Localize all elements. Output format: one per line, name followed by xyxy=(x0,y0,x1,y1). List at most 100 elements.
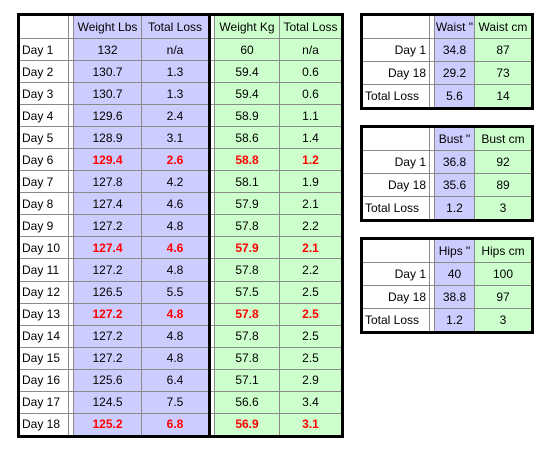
bust-row: Day 1 36.8 92 xyxy=(361,150,533,174)
row-label: Total Loss xyxy=(361,84,430,109)
weight-lbs-value: 127.2 xyxy=(73,346,142,370)
hips-header-row: Hips " Hips cm xyxy=(361,238,533,263)
weight-lbs-value: 132 xyxy=(73,37,142,62)
day-label: Day 15 xyxy=(18,346,69,370)
header-hips-inches: Hips " xyxy=(434,238,475,263)
day-row: Day 14 127.2 4.8 57.8 2.5 xyxy=(18,324,343,348)
day-row: Day 6 129.4 2.6 58.8 1.2 xyxy=(18,148,343,172)
day-label: Day 13 xyxy=(18,302,69,326)
total-loss-lbs-value: 4.6 xyxy=(141,236,211,260)
day-label: Day 14 xyxy=(18,324,69,348)
total-loss-kg-value: 2.1 xyxy=(279,236,343,260)
total-loss-kg-value: 2.5 xyxy=(279,302,343,326)
day-label: Day 16 xyxy=(18,368,69,392)
total-loss-lbs-value: 2.6 xyxy=(141,148,211,172)
hips-cm-value: 3 xyxy=(474,308,533,333)
waist-inches-value: 5.6 xyxy=(434,84,475,109)
weight-lbs-value: 127.2 xyxy=(73,258,142,282)
total-loss-kg-value: 1.9 xyxy=(279,170,343,194)
total-loss-kg-value: 2.9 xyxy=(279,368,343,392)
waist-table-body: Waist " Waist cm Day 1 34.8 87 Day 18 29… xyxy=(361,14,533,109)
weight-lbs-value: 130.7 xyxy=(73,82,142,106)
weight-kg-value: 57.8 xyxy=(214,302,280,326)
total-loss-kg-value: 3.1 xyxy=(279,412,343,437)
row-label: Total Loss xyxy=(361,308,430,333)
day-label: Day 3 xyxy=(18,82,69,106)
bust-header-row: Bust " Bust cm xyxy=(361,126,533,151)
day-row: Day 17 124.5 7.5 56.6 3.4 xyxy=(18,390,343,414)
weight-lbs-value: 127.4 xyxy=(73,192,142,216)
waist-row: Total Loss 5.6 14 xyxy=(361,84,533,109)
hips-row: Day 18 38.8 97 xyxy=(361,285,533,309)
day-label: Day 9 xyxy=(18,214,69,238)
bust-inches-value: 1.2 xyxy=(434,196,475,221)
day-row: Day 9 127.2 4.8 57.8 2.2 xyxy=(18,214,343,238)
weight-lbs-value: 127.2 xyxy=(73,302,142,326)
hips-row: Day 1 40 100 xyxy=(361,262,533,286)
day-row: Day 2 130.7 1.3 59.4 0.6 xyxy=(18,60,343,84)
day-row: Day 12 126.5 5.5 57.5 2.5 xyxy=(18,280,343,304)
header-blank-cell xyxy=(18,14,69,39)
day-label: Day 17 xyxy=(18,390,69,414)
header-bust-inches: Bust " xyxy=(434,126,475,151)
weight-lbs-value: 130.7 xyxy=(73,60,142,84)
day-label: Day 8 xyxy=(18,192,69,216)
row-label: Day 18 xyxy=(361,173,430,197)
header-total-loss-kg: Total Loss xyxy=(279,14,343,39)
hips-cm-value: 100 xyxy=(474,262,533,286)
total-loss-lbs-value: 1.3 xyxy=(141,82,211,106)
row-label: Day 1 xyxy=(361,150,430,174)
hips-inches-value: 40 xyxy=(434,262,475,286)
total-loss-lbs-value: 6.4 xyxy=(141,368,211,392)
total-loss-lbs-value: 4.8 xyxy=(141,324,211,348)
hips-table: Hips " Hips cm Day 1 40 100 Day 18 38.8 … xyxy=(360,237,534,334)
bust-cm-value: 3 xyxy=(474,196,533,221)
waist-cm-value: 87 xyxy=(474,38,533,62)
weight-kg-value: 57.8 xyxy=(214,258,280,282)
total-loss-lbs-value: 1.3 xyxy=(141,60,211,84)
day-row: Day 11 127.2 4.8 57.8 2.2 xyxy=(18,258,343,282)
waist-cm-value: 73 xyxy=(474,61,533,85)
day-row: Day 5 128.9 3.1 58.6 1.4 xyxy=(18,126,343,150)
weight-lbs-value: 125.2 xyxy=(73,412,142,437)
header-blank-cell xyxy=(361,126,430,151)
weight-kg-value: 56.6 xyxy=(214,390,280,414)
weight-kg-value: 57.8 xyxy=(214,324,280,348)
total-loss-kg-value: 3.4 xyxy=(279,390,343,414)
total-loss-kg-value: 2.1 xyxy=(279,192,343,216)
hips-table-body: Hips " Hips cm Day 1 40 100 Day 18 38.8 … xyxy=(361,238,533,333)
day-row: Day 4 129.6 2.4 58.9 1.1 xyxy=(18,104,343,128)
bust-cm-value: 92 xyxy=(474,150,533,174)
weight-lbs-value: 125.6 xyxy=(73,368,142,392)
day-row: Day 1 132 n/a 60 n/a xyxy=(18,37,343,62)
weight-kg-value: 58.8 xyxy=(214,148,280,172)
hips-inches-value: 38.8 xyxy=(434,285,475,309)
day-label: Day 7 xyxy=(18,170,69,194)
header-weight-kg: Weight Kg xyxy=(214,14,280,39)
day-row: Day 3 130.7 1.3 59.4 0.6 xyxy=(18,82,343,106)
total-loss-lbs-value: 4.8 xyxy=(141,214,211,238)
total-loss-kg-value: 2.5 xyxy=(279,324,343,348)
weight-lbs-value: 129.4 xyxy=(73,148,142,172)
total-loss-lbs-value: 4.2 xyxy=(141,170,211,194)
total-loss-kg-value: 0.6 xyxy=(279,60,343,84)
total-loss-lbs-value: 6.8 xyxy=(141,412,211,437)
total-loss-lbs-value: 4.8 xyxy=(141,346,211,370)
weight-kg-value: 57.8 xyxy=(214,346,280,370)
day-label: Day 2 xyxy=(18,60,69,84)
weight-lbs-value: 127.4 xyxy=(73,236,142,260)
total-loss-lbs-value: n/a xyxy=(141,37,211,62)
weight-table-header-row: Weight Lbs Total Loss Weight Kg Total Lo… xyxy=(18,14,343,39)
total-loss-kg-value: 2.5 xyxy=(279,346,343,370)
weight-lbs-value: 127.8 xyxy=(73,170,142,194)
day-label: Day 4 xyxy=(18,104,69,128)
waist-row: Day 1 34.8 87 xyxy=(361,38,533,62)
total-loss-lbs-value: 4.6 xyxy=(141,192,211,216)
weight-kg-value: 56.9 xyxy=(214,412,280,437)
waist-row: Day 18 29.2 73 xyxy=(361,61,533,85)
weight-kg-value: 60 xyxy=(214,37,280,62)
hips-inches-value: 1.2 xyxy=(434,308,475,333)
bust-row: Day 18 35.6 89 xyxy=(361,173,533,197)
row-label: Day 18 xyxy=(361,285,430,309)
header-bust-cm: Bust cm xyxy=(474,126,533,151)
